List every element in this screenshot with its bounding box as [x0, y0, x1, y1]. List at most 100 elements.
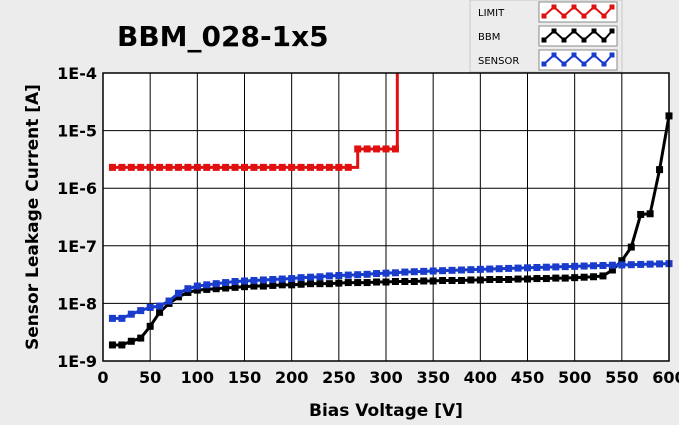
data-point-sensor — [448, 266, 456, 274]
data-point-sensor — [457, 266, 465, 274]
data-point-sensor — [118, 314, 126, 322]
data-point-sensor — [486, 265, 494, 273]
data-point-sensor — [316, 273, 324, 281]
x-axis-label: Bias Voltage [V] — [309, 401, 463, 421]
data-point-limit — [373, 145, 381, 153]
data-point-sensor — [363, 270, 371, 278]
legend-marker — [601, 61, 607, 67]
legend-marker — [551, 28, 557, 34]
data-point-limit — [325, 163, 333, 171]
legend-swatch-box — [538, 1, 618, 23]
data-point-sensor — [410, 268, 418, 276]
plot-border — [102, 72, 670, 362]
data-point-bbm — [156, 308, 164, 316]
data-point-sensor — [637, 260, 645, 268]
data-point-sensor — [373, 270, 381, 278]
legend-label-limit: LIMIT — [478, 8, 505, 19]
data-point-limit — [344, 163, 352, 171]
chart-title: BBM_028-1x5 — [117, 20, 329, 53]
data-point-sensor — [297, 274, 305, 282]
data-point-bbm — [391, 277, 399, 285]
data-point-bbm — [618, 257, 626, 265]
x-tick-label: 400 — [464, 368, 497, 387]
y-tick-label: 1E-9 — [57, 352, 97, 371]
data-point-sensor — [382, 269, 390, 277]
data-point-limit — [259, 163, 267, 171]
data-point-limit — [165, 163, 173, 171]
legend: LIMIT BBM SENSOR — [469, 0, 623, 73]
legend-marker — [591, 28, 597, 34]
data-point-limit — [137, 163, 145, 171]
legend-marker — [541, 37, 547, 43]
data-point-limit — [156, 163, 164, 171]
data-point-sensor — [212, 280, 220, 288]
data-point-bbm — [410, 277, 418, 285]
data-point-bbm — [222, 284, 230, 292]
data-point-sensor — [542, 263, 550, 271]
x-tick-label: 200 — [275, 368, 308, 387]
legend-marker — [561, 61, 567, 67]
data-point-limit — [241, 163, 248, 171]
data-point-sensor — [108, 314, 116, 322]
legend-marker — [581, 61, 587, 67]
data-point-sensor — [278, 275, 286, 283]
x-tick-label: 450 — [511, 368, 544, 387]
data-point-limit — [354, 145, 362, 153]
data-point-sensor — [288, 275, 296, 283]
legend-marker — [571, 52, 577, 58]
data-point-sensor — [552, 263, 560, 271]
legend-marker — [571, 28, 577, 34]
x-tick-label: 100 — [181, 368, 214, 387]
data-point-sensor — [429, 267, 437, 275]
data-point-limit — [278, 163, 286, 171]
series-layer — [108, 73, 673, 349]
legend-marker — [609, 4, 615, 10]
data-point-sensor — [627, 261, 635, 269]
data-point-bbm — [608, 266, 616, 274]
data-point-bbm — [476, 276, 484, 284]
data-point-sensor — [524, 264, 531, 272]
legend-marker — [571, 4, 577, 10]
legend-marker — [581, 37, 587, 43]
y-tick-label: 1E-4 — [57, 64, 97, 83]
y-axis-ticks: 1E-9 1E-8 1E-7 1E-6 1E-5 1E-4 — [57, 64, 97, 371]
data-point-limit — [212, 163, 220, 171]
data-point-bbm — [316, 280, 324, 288]
data-point-bbm — [646, 210, 654, 218]
data-point-bbm — [524, 275, 531, 283]
data-point-sensor — [184, 285, 192, 293]
data-point-bbm — [137, 334, 145, 342]
data-point-limit — [174, 163, 182, 171]
data-point-bbm — [656, 166, 664, 174]
data-point-limit — [382, 145, 390, 153]
data-point-sensor — [193, 282, 201, 290]
x-tick-label: 300 — [369, 368, 402, 387]
x-tick-label: 250 — [322, 368, 355, 387]
data-point-sensor — [656, 260, 664, 268]
data-point-sensor — [259, 276, 267, 284]
data-point-bbm — [542, 275, 550, 283]
data-point-sensor — [146, 303, 154, 311]
data-point-bbm — [580, 273, 588, 281]
data-point-bbm — [363, 279, 371, 287]
data-point-bbm — [533, 275, 541, 283]
data-point-bbm — [269, 281, 277, 289]
data-point-sensor — [590, 262, 598, 270]
legend-marker — [561, 13, 567, 19]
data-point-sensor — [222, 279, 230, 287]
data-point-bbm — [467, 276, 475, 284]
data-point-limit — [127, 163, 135, 171]
data-point-limit — [222, 163, 230, 171]
data-point-limit — [307, 163, 315, 171]
x-tick-label: 0 — [97, 368, 108, 387]
legend-label-sensor: SENSOR — [478, 56, 519, 67]
data-point-sensor — [495, 265, 503, 273]
data-point-bbm — [571, 274, 579, 282]
data-point-sensor — [344, 271, 352, 279]
data-point-sensor — [354, 271, 362, 279]
data-point-limit — [118, 163, 126, 171]
x-tick-label: 600 — [652, 368, 679, 387]
y-tick-label: 1E-6 — [57, 179, 97, 198]
data-point-bbm — [118, 341, 126, 349]
legend-marker — [591, 4, 597, 10]
